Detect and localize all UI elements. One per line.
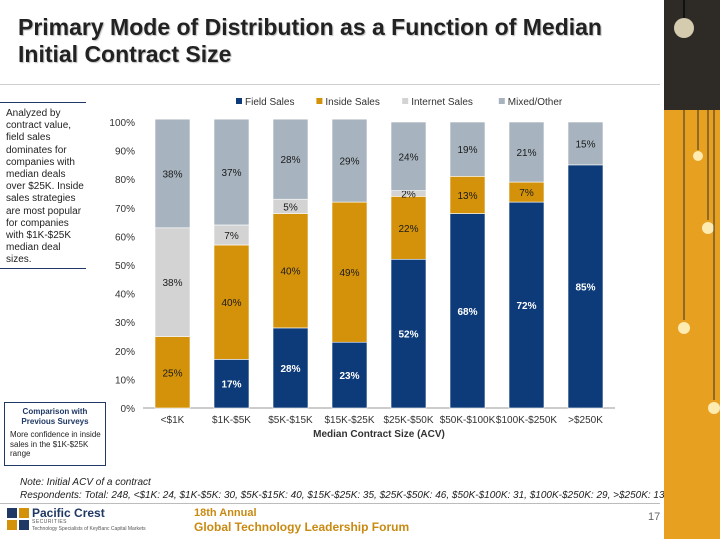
bar-segment-field — [567, 164, 604, 409]
page-number: 17 — [648, 511, 661, 523]
data-label: 21% — [516, 148, 536, 159]
bar-segment-inside — [331, 201, 368, 343]
y-tick-label: 40% — [115, 290, 135, 301]
data-label: 5% — [283, 202, 298, 213]
legend-swatch — [316, 98, 323, 104]
data-label: 7% — [519, 188, 534, 199]
data-label: 38% — [162, 278, 182, 289]
x-tick-label: $100K-$250K — [496, 415, 557, 426]
data-label: 68% — [457, 307, 477, 318]
comparison-text: More confidence in inside sales in the $… — [10, 430, 101, 458]
bar-segment-internet — [154, 227, 191, 337]
data-label: 7% — [224, 231, 239, 242]
side-note-bottom-rule — [0, 268, 86, 269]
y-tick-label: 0% — [121, 404, 136, 415]
bar-segment-inside — [272, 213, 309, 329]
y-tick-label: 70% — [115, 204, 135, 215]
forum-name: Global Technology Leadership Forum — [194, 520, 410, 534]
data-label: 37% — [221, 168, 241, 179]
bar-segment-inside — [449, 176, 486, 214]
data-label: 15% — [575, 139, 595, 150]
hanging-bulbs-decoration — [674, 0, 720, 414]
decorative-dark-band — [664, 0, 720, 110]
bar-segment-mixed — [508, 121, 545, 183]
data-label: 13% — [457, 191, 477, 202]
comparison-title: Comparison with Previous Surveys — [21, 407, 89, 426]
bar-segment-mixed — [272, 118, 309, 200]
legend-swatch — [498, 98, 505, 104]
data-label: 49% — [339, 268, 359, 279]
legend-label: Inside Sales — [325, 97, 379, 108]
bar-segment-field — [213, 359, 250, 409]
data-label: 19% — [457, 145, 477, 156]
bar-segment-field — [390, 258, 427, 409]
comparison-box: Comparison with Previous Surveys More co… — [4, 402, 106, 466]
x-tick-label: >$250K — [568, 415, 603, 426]
x-tick-label: $15K-$25K — [324, 415, 374, 426]
y-tick-label: 30% — [115, 318, 135, 329]
data-label: 72% — [516, 301, 536, 312]
bar-segment-inside — [213, 244, 250, 360]
data-label: 28% — [280, 364, 300, 375]
x-tick-label: $1K-$5K — [212, 415, 251, 426]
y-tick-label: 60% — [115, 232, 135, 243]
bar-segment-field — [508, 201, 545, 409]
legend-label: Field Sales — [245, 97, 294, 108]
bar-segment-field — [331, 341, 368, 409]
y-tick-label: 90% — [115, 147, 135, 158]
pacific-crest-logo-icon — [7, 508, 29, 530]
legend-swatch — [402, 98, 409, 104]
logo-subtitle: SECURITIES — [32, 519, 68, 525]
forum-annual: 18th Annual — [194, 507, 257, 519]
data-label: 22% — [398, 224, 418, 235]
data-label: 38% — [162, 169, 182, 180]
x-tick-label: <$1K — [161, 415, 185, 426]
y-tick-label: 50% — [115, 261, 135, 272]
stacked-bar-chart: 0% 10% 20% 30% 40% 50% 60% 70% 80% 90% 100% Field S… — [109, 97, 615, 440]
data-label: 17% — [221, 380, 241, 391]
bar-segment-mixed — [390, 121, 427, 191]
bar-segment-mixed — [331, 118, 368, 203]
logo-name: Pacific Crest — [32, 506, 105, 520]
data-label: 40% — [221, 298, 241, 309]
bar-segment-field — [449, 213, 486, 409]
side-note: Analyzed by contract value, field sales … — [6, 108, 84, 266]
footer-divider — [0, 503, 660, 504]
x-tick-label: $50K-$100K — [440, 415, 496, 426]
data-label: 24% — [398, 152, 418, 163]
side-note-top-rule — [0, 102, 86, 103]
bar-segment-field — [272, 327, 309, 409]
data-label: 25% — [162, 368, 182, 379]
data-label: 85% — [575, 282, 595, 293]
data-label: 29% — [339, 157, 359, 168]
legend-swatch — [236, 98, 242, 104]
data-label: 40% — [280, 267, 300, 278]
x-axis-title: Median Contract Size (ACV) — [313, 429, 445, 440]
bar-segment-mixed — [449, 121, 486, 177]
y-tick-label: 20% — [115, 347, 135, 358]
y-tick-label: 100% — [109, 118, 135, 129]
y-tick-label: 80% — [115, 175, 135, 186]
bar-segment-mixed — [154, 118, 191, 229]
data-label: 52% — [398, 330, 418, 341]
x-tick-label: $5K-$15K — [268, 415, 313, 426]
footnote-respondents: Respondents: Total: 248, <$1K: 24, $1K-$… — [20, 490, 665, 501]
y-tick-label: 10% — [115, 375, 135, 386]
bar-segment-mixed — [567, 121, 604, 166]
legend-label: Mixed/Other — [508, 97, 563, 108]
footnote: Note: Initial ACV of a contract Responde… — [20, 476, 665, 502]
bar-segment-mixed — [213, 118, 250, 226]
legend-label: Internet Sales — [411, 97, 473, 108]
decorative-side-panel — [664, 0, 720, 539]
logo-tagline: Technology Specialists of KeyBanc Capita… — [32, 526, 146, 532]
footnote-note: Note: Initial ACV of a contract — [20, 477, 151, 488]
slide-title: Primary Mode of Distribution as a Functi… — [18, 14, 602, 67]
bar-segment-inside — [390, 196, 427, 260]
data-label: 2% — [401, 190, 416, 201]
data-label: 28% — [280, 155, 300, 166]
data-label: 23% — [339, 371, 359, 382]
title-divider — [0, 84, 660, 85]
x-tick-label: $25K-$50K — [383, 415, 433, 426]
bar-segment-inside — [154, 336, 191, 409]
